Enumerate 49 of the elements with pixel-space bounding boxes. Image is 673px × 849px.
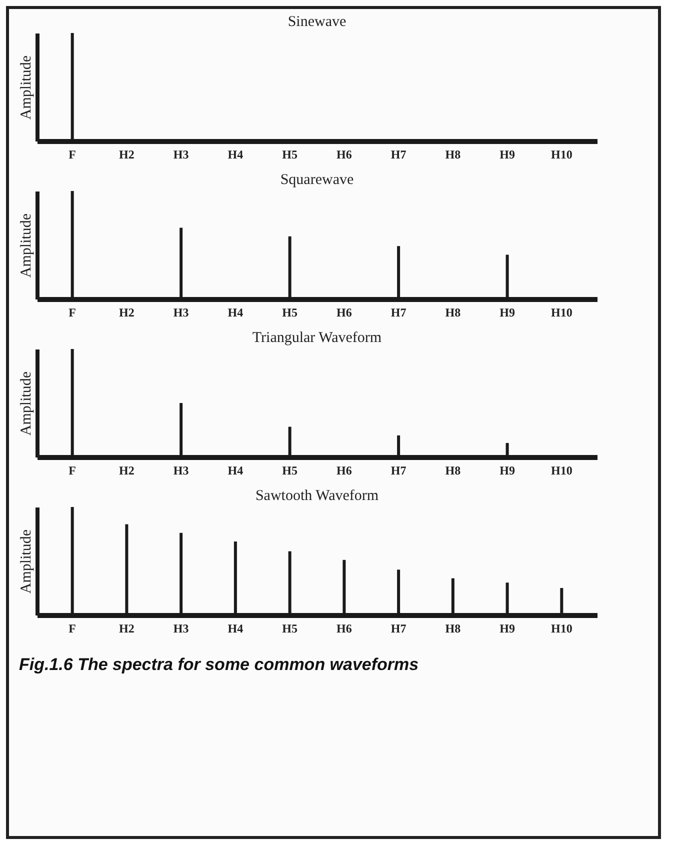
x-tick-label: H8 xyxy=(445,306,461,320)
x-tick-label: H10 xyxy=(550,622,572,636)
chart-title: Squarewave xyxy=(280,172,354,188)
x-tick-label: H9 xyxy=(500,464,515,478)
x-tick-label: H7 xyxy=(390,622,406,636)
x-tick-label: H9 xyxy=(500,306,515,320)
x-tick-label: H6 xyxy=(336,306,352,320)
x-tick-label: H10 xyxy=(550,464,572,478)
x-tick-label: H8 xyxy=(445,622,461,636)
caption: Fig.1.6 The spectra for some common waveforms xyxy=(19,655,420,675)
x-tick-label: H8 xyxy=(445,464,461,478)
x-tick-label: H3 xyxy=(173,148,189,162)
x-tick-label: H3 xyxy=(173,622,189,636)
x-tick-label: H4 xyxy=(228,464,244,478)
x-tick-label: H2 xyxy=(119,622,134,636)
x-tick-label: H5 xyxy=(282,306,298,320)
x-tick-label: F xyxy=(68,622,76,636)
y-axis-title: Amplitude xyxy=(18,213,34,278)
y-axis-title: Amplitude xyxy=(18,371,34,436)
x-tick-label: H9 xyxy=(500,622,515,636)
x-tick-label: H3 xyxy=(173,306,189,320)
x-tick-label: H5 xyxy=(282,148,298,162)
chart-title: Triangular Waveform xyxy=(252,330,382,346)
chart-title: Sawtooth Waveform xyxy=(255,488,379,504)
x-tick-label: H4 xyxy=(228,306,244,320)
x-tick-label: H8 xyxy=(445,148,461,162)
x-tick-label: H7 xyxy=(390,464,406,478)
x-tick-label: H2 xyxy=(119,464,134,478)
x-tick-label: H6 xyxy=(336,148,352,162)
x-tick-label: H7 xyxy=(390,148,406,162)
x-tick-label: H6 xyxy=(336,464,352,478)
x-tick-label: H4 xyxy=(228,148,244,162)
x-tick-label: H10 xyxy=(550,306,572,320)
x-tick-label: H2 xyxy=(119,306,134,320)
chart-title: Sinewave xyxy=(288,14,346,30)
x-tick-label: H4 xyxy=(228,622,244,636)
x-tick-label: H6 xyxy=(336,622,352,636)
x-tick-label: H3 xyxy=(173,464,189,478)
x-tick-label: H10 xyxy=(550,148,572,162)
x-tick-label: F xyxy=(68,464,76,478)
x-tick-label: F xyxy=(68,306,76,320)
y-axis-title: Amplitude xyxy=(18,55,34,120)
x-tick-label: H5 xyxy=(282,622,298,636)
x-tick-label: H5 xyxy=(282,464,298,478)
y-axis-title: Amplitude xyxy=(18,529,34,594)
x-tick-label: F xyxy=(68,148,76,162)
x-tick-label: H2 xyxy=(119,148,134,162)
x-tick-label: H7 xyxy=(390,306,406,320)
x-tick-label: H9 xyxy=(500,148,515,162)
